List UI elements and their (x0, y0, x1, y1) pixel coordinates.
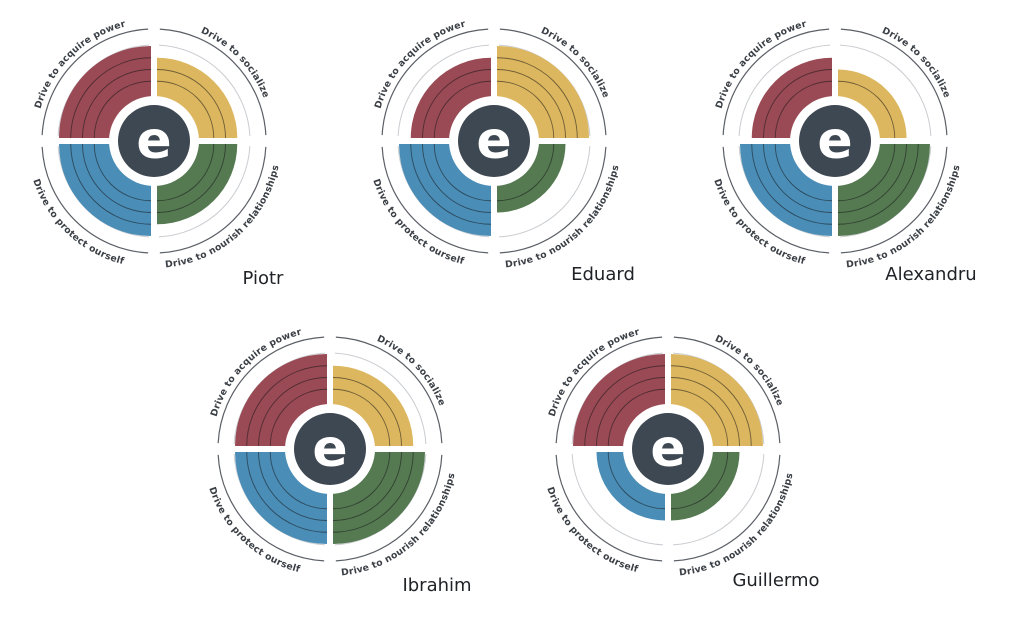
outer-ring-arc (840, 28, 948, 136)
level-ring (670, 451, 729, 510)
level-ring (70, 57, 152, 139)
logo-e-glyph: e (312, 419, 347, 479)
outer-ring-arc (335, 454, 443, 562)
max-ring-arc (571, 453, 664, 546)
outer-ring-arc (673, 336, 781, 444)
logo-e-glyph: e (817, 111, 852, 171)
max-ring-arc (334, 352, 427, 445)
level-ring (670, 388, 729, 447)
level-ring (774, 80, 833, 139)
level-ring (269, 451, 328, 510)
level-ring (774, 143, 833, 202)
level-ring (246, 365, 328, 447)
level-ring (422, 69, 492, 139)
level-ring (246, 451, 328, 533)
outer-ring-arc (41, 146, 149, 254)
level-ring (156, 69, 226, 139)
level-ring (837, 80, 896, 139)
logo-e-glyph: e (136, 111, 171, 171)
max-ring-arc (158, 145, 251, 238)
level-ring (70, 143, 152, 225)
outer-ring-arc (722, 146, 830, 254)
level-ring (670, 377, 740, 447)
level-ring (93, 143, 152, 202)
level-ring (433, 143, 492, 202)
outer-ring-arc (555, 454, 663, 562)
outer-ring-arc (335, 336, 443, 444)
max-ring-arc (839, 44, 932, 137)
level-ring (433, 80, 492, 139)
outer-ring-arc (159, 28, 267, 136)
max-ring-arc (738, 44, 831, 137)
level-ring (269, 388, 328, 447)
level-ring (607, 451, 666, 510)
outer-ring-arc (673, 454, 781, 562)
outer-ring-arc (217, 336, 325, 444)
outer-ring-arc (722, 28, 830, 136)
logo-circle (458, 105, 530, 177)
level-ring (82, 143, 152, 213)
level-ring (332, 377, 402, 447)
outer-ring-arc (499, 28, 607, 136)
outer-ring-arc (499, 146, 607, 254)
level-ring (332, 451, 391, 510)
person-name: Alexandru (885, 264, 976, 285)
level-ring (763, 143, 833, 213)
level-ring (496, 80, 555, 139)
outer-ring-arc (217, 454, 325, 562)
level-ring (837, 143, 907, 213)
person-name: Guillermo (732, 570, 819, 591)
outer-ring-arc (381, 28, 489, 136)
outer-ring-arc (381, 146, 489, 254)
level-ring (496, 143, 555, 202)
level-ring (607, 388, 666, 447)
logo-circle (118, 105, 190, 177)
max-ring-arc (498, 145, 591, 238)
level-ring (496, 57, 578, 139)
person-name: Piotr (243, 268, 285, 289)
person-name: Ibrahim (402, 575, 471, 596)
logo-circle (294, 413, 366, 485)
outer-ring-arc (41, 28, 149, 136)
outer-ring-arc (840, 146, 948, 254)
outer-ring-arc (555, 336, 663, 444)
level-ring (422, 143, 492, 213)
level-ring (93, 80, 152, 139)
logo-circle (632, 413, 704, 485)
level-ring (332, 388, 391, 447)
level-ring (410, 143, 492, 225)
level-ring (837, 143, 896, 202)
level-ring (332, 451, 402, 521)
logo-circle (799, 105, 871, 177)
level-ring (258, 377, 328, 447)
level-ring (763, 69, 833, 139)
level-ring (82, 69, 152, 139)
level-ring (332, 451, 414, 533)
level-ring (496, 69, 566, 139)
logo-e-glyph: e (650, 419, 685, 479)
level-ring (258, 451, 328, 521)
person-name: Eduard (571, 264, 635, 285)
logo-e-glyph: e (476, 111, 511, 171)
level-ring (670, 365, 752, 447)
level-ring (156, 80, 215, 139)
outer-ring-arc (159, 146, 267, 254)
level-ring (156, 143, 226, 213)
level-ring (751, 143, 833, 225)
level-ring (596, 377, 666, 447)
max-ring-arc (672, 453, 765, 546)
max-ring-arc (397, 44, 490, 137)
max-ring-arc (158, 44, 251, 137)
level-ring (584, 365, 666, 447)
level-ring (837, 143, 919, 225)
level-ring (156, 143, 215, 202)
